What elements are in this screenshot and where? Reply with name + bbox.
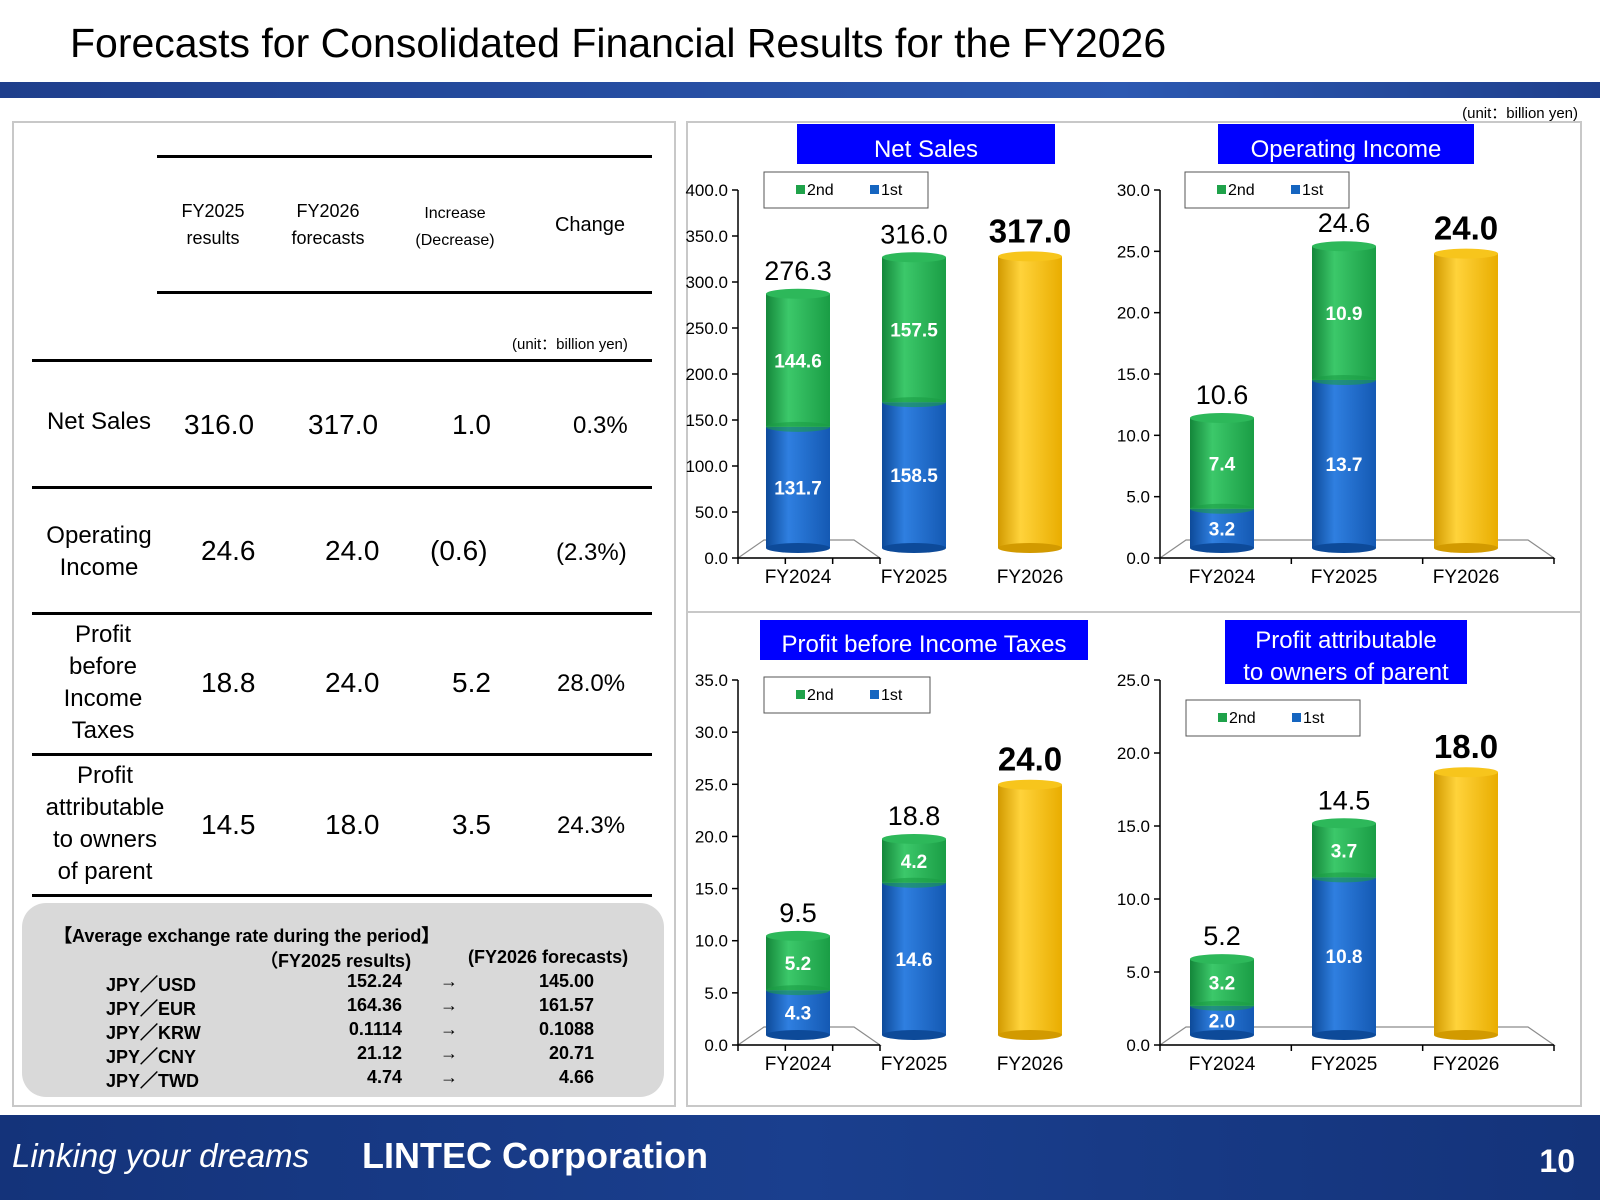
fx-arrow: → [440, 995, 458, 1015]
fx-pair: JPY／EUR [106, 999, 197, 1019]
row-label-operating-income: Operating Income [46, 522, 152, 581]
header-fy2025: FY2025 results [181, 201, 245, 248]
fx-pair: JPY／KRW [106, 1023, 201, 1043]
fx-forecast-value: 4.66 [558, 1067, 594, 1087]
fx-arrow: → [440, 1067, 458, 1087]
cell-fy2026: 18.0 [325, 809, 380, 840]
fx-results-value: 4.74 [366, 1067, 402, 1087]
exchange-rate-box: 【Average exchange rate during the period… [22, 903, 664, 1097]
row-label-net-sales: Net Sales [46, 408, 152, 435]
cell-fy2026: 24.0 [325, 535, 380, 566]
cell-fy2026: 24.0 [325, 667, 380, 698]
fx-results-value: 164.36 [346, 995, 402, 1015]
fx-col-forecasts: (FY2026 forecasts) [468, 947, 629, 967]
fx-results-value: 152.24 [346, 971, 402, 991]
cell-change: 0.3% [573, 412, 628, 439]
cell-fy2026: 317.0 [308, 409, 379, 440]
row-label-profit-attributable: Profit attributable to owners of parent [45, 762, 165, 885]
cell-fy2025: 24.6 [201, 535, 256, 566]
row-rule [32, 486, 652, 489]
fx-arrow: → [440, 971, 458, 991]
fx-pair: JPY／USD [106, 975, 197, 995]
header-change: Change [554, 214, 626, 236]
fx-results-value: 21.12 [356, 1043, 402, 1063]
table-top-rule [157, 155, 652, 158]
cell-increase: 3.5 [452, 809, 491, 840]
page-title: Forecasts for Consolidated Financial Res… [70, 20, 1167, 66]
cell-fy2025: 18.8 [201, 667, 256, 698]
header-fy2026: FY2026 forecasts [291, 201, 365, 248]
slogan: Linking your dreams [12, 1137, 310, 1174]
fx-pair: JPY／TWD [106, 1071, 200, 1091]
cell-fy2025: 14.5 [201, 809, 256, 840]
row-rule [32, 612, 652, 615]
header-increase: Increase (Decrease) [415, 205, 495, 249]
fx-title: 【Average exchange rate during the period… [54, 926, 440, 946]
row-rule [32, 753, 652, 756]
cell-fy2025: 316.0 [184, 409, 255, 440]
fx-results-value: 0.1114 [348, 1019, 402, 1039]
cell-change: 24.3% [557, 812, 626, 839]
table-header-rule [157, 291, 652, 294]
row-label-profit-before-taxes: Profit before Income Taxes [63, 621, 143, 744]
page-number: 10 [1539, 1143, 1575, 1179]
fx-arrow: → [440, 1019, 458, 1039]
cell-increase: 5.2 [452, 667, 491, 698]
fx-forecast-value: 161.57 [538, 995, 594, 1015]
footer-bar: Linking your dreams LINTEC Corporation 1… [0, 1115, 1600, 1200]
fx-arrow: → [440, 1043, 458, 1063]
row-rule [32, 359, 652, 362]
fx-forecast-value: 145.00 [538, 971, 594, 991]
fx-col-results: （FY2025 results) [260, 951, 412, 971]
charts-panel [686, 121, 1582, 1107]
cell-increase: 1.0 [452, 409, 491, 440]
cell-change: 28.0% [557, 670, 626, 697]
unit-note-table: (unit：billion yen) [512, 336, 628, 353]
row-rule [32, 894, 652, 897]
unit-note-top: (unit：billion yen) [1462, 105, 1578, 122]
fx-pair: JPY／CNY [106, 1047, 197, 1067]
fx-forecast-value: 0.1088 [538, 1019, 594, 1039]
cell-change: (2.3%) [556, 539, 627, 566]
header-bar [0, 82, 1600, 98]
cell-increase: (0.6) [430, 535, 488, 566]
company-name: LINTEC Corporation [362, 1135, 708, 1176]
fx-forecast-value: 20.71 [548, 1043, 594, 1063]
